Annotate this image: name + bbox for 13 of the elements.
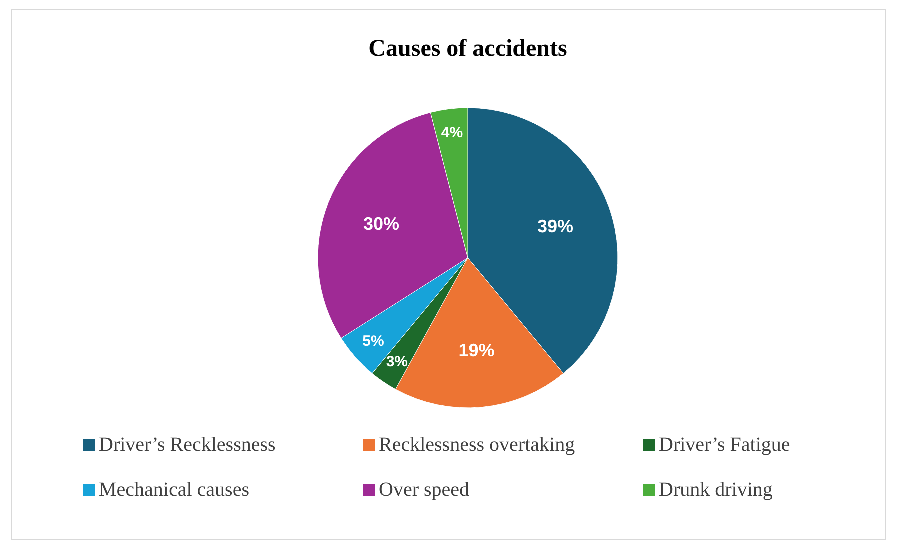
- data-label: 19%: [458, 340, 495, 361]
- legend-label: Drunk driving: [659, 479, 773, 501]
- legend-label: Recklessness overtaking: [379, 434, 576, 456]
- legend-label: Mechanical causes: [99, 479, 250, 501]
- legend-label: Driver’s Fatigue: [659, 434, 790, 456]
- data-label: 3%: [386, 354, 408, 371]
- data-label: 30%: [364, 214, 400, 234]
- legend-label: Driver’s Recklessness: [99, 434, 276, 456]
- legend-label: Over speed: [379, 479, 470, 501]
- data-label: 5%: [362, 332, 384, 350]
- data-label: 39%: [537, 216, 574, 236]
- data-label: 4%: [441, 124, 464, 142]
- chart-title: Causes of accidents: [368, 36, 568, 62]
